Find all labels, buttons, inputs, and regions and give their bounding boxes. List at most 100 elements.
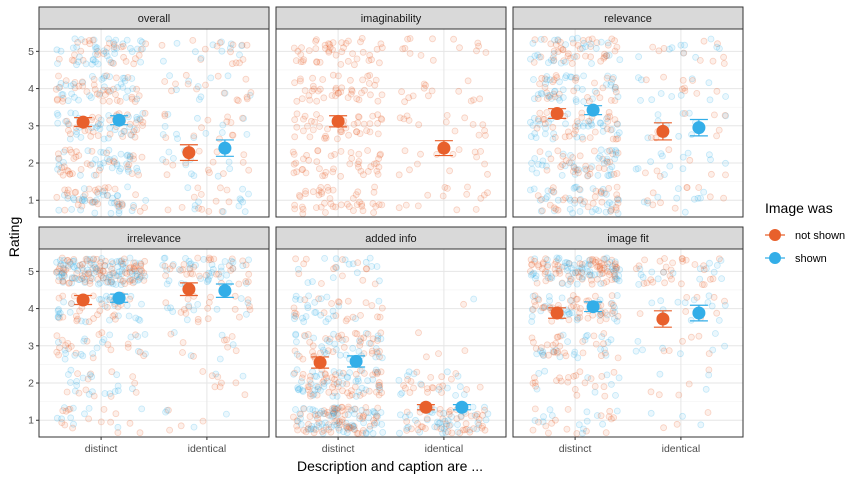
raw-point [564, 378, 572, 386]
raw-point [67, 109, 75, 117]
raw-point [190, 172, 198, 180]
raw-point [128, 48, 136, 55]
raw-point [660, 268, 667, 276]
raw-point [333, 411, 341, 419]
raw-point [565, 132, 573, 140]
raw-point [595, 164, 603, 172]
raw-point [333, 421, 341, 429]
raw-point [239, 56, 247, 63]
raw-point [104, 87, 112, 94]
raw-point [185, 303, 193, 311]
raw-point [139, 45, 146, 53]
raw-point [397, 390, 405, 398]
raw-point [95, 331, 103, 338]
raw-point [600, 165, 608, 173]
raw-point [541, 115, 548, 123]
raw-point [375, 297, 383, 305]
raw-point [292, 330, 300, 338]
raw-point [205, 207, 213, 215]
raw-point [64, 262, 72, 269]
raw-point [56, 314, 63, 322]
raw-point [671, 204, 679, 212]
raw-point [68, 56, 76, 64]
raw-point [131, 133, 139, 141]
raw-point [422, 353, 430, 361]
raw-point [225, 262, 233, 270]
raw-point [210, 255, 218, 263]
raw-point [105, 271, 113, 279]
raw-point [572, 126, 579, 134]
raw-point [362, 430, 370, 437]
raw-point [420, 84, 428, 92]
raw-point [373, 412, 381, 420]
raw-point [573, 166, 581, 174]
raw-point [60, 261, 67, 269]
raw-point [197, 93, 205, 101]
raw-point [581, 198, 588, 206]
raw-point [91, 86, 99, 93]
raw-point [331, 405, 339, 413]
raw-point [353, 55, 361, 63]
raw-point [54, 267, 62, 275]
raw-point [362, 429, 370, 437]
raw-point [240, 151, 248, 159]
raw-point [162, 299, 170, 307]
raw-point [428, 87, 436, 95]
raw-point [54, 60, 61, 67]
raw-point [100, 135, 108, 143]
raw-point [330, 389, 338, 397]
raw-point [561, 259, 569, 267]
raw-point [109, 312, 117, 320]
raw-point [53, 268, 61, 276]
raw-point [604, 171, 612, 179]
raw-point [91, 186, 99, 194]
raw-point [236, 51, 243, 59]
raw-point [599, 155, 607, 163]
raw-point [132, 314, 140, 322]
raw-point [541, 35, 548, 43]
raw-point [114, 202, 122, 210]
raw-point [460, 300, 468, 308]
raw-point [603, 155, 611, 163]
mean-point [313, 356, 327, 370]
raw-point [232, 379, 240, 387]
raw-point [566, 205, 574, 213]
raw-point [86, 196, 94, 204]
raw-point [57, 47, 65, 55]
raw-point [586, 165, 594, 173]
raw-point [373, 419, 381, 427]
raw-point [81, 279, 89, 287]
raw-point [612, 391, 619, 399]
raw-point [370, 421, 378, 429]
raw-point [648, 134, 655, 142]
raw-point [194, 318, 202, 326]
raw-points [527, 34, 730, 217]
raw-point [227, 48, 234, 56]
raw-point [484, 170, 491, 178]
raw-point [605, 184, 613, 192]
mean-point-distinct-not-shown [329, 114, 348, 128]
raw-point [365, 387, 373, 395]
raw-point [347, 387, 355, 395]
raw-point [65, 279, 73, 287]
raw-point [455, 146, 463, 154]
raw-point [297, 414, 304, 422]
raw-point [241, 391, 249, 399]
raw-point [115, 272, 123, 280]
raw-point [105, 134, 112, 142]
y-tick-label: 1 [28, 415, 34, 427]
raw-point [117, 80, 125, 88]
raw-point [79, 352, 87, 360]
raw-point [179, 339, 187, 346]
raw-point [318, 190, 326, 197]
mean-point [656, 312, 670, 326]
raw-point [429, 56, 437, 64]
raw-point [612, 146, 619, 154]
raw-point [342, 124, 350, 132]
raw-point [574, 354, 582, 362]
raw-point [528, 159, 535, 167]
raw-point [88, 147, 96, 155]
raw-point [608, 380, 615, 388]
raw-point [355, 96, 363, 104]
raw-point [580, 39, 588, 47]
